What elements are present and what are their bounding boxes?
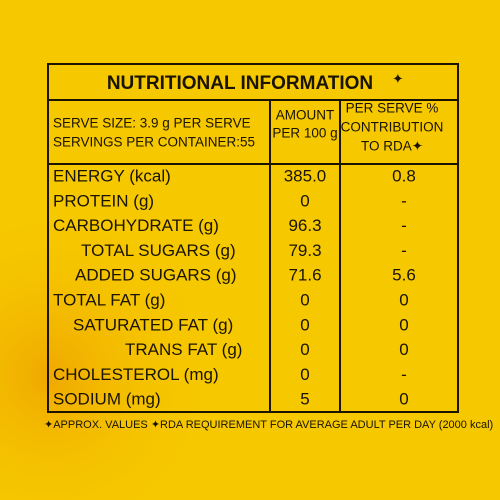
nutrient-name: SATURATED FAT (g) bbox=[73, 315, 233, 334]
nutrient-name: SODIUM (mg) bbox=[53, 390, 161, 409]
rda-percent: - bbox=[401, 365, 407, 384]
nutrient-name: ADDED SUGARS (g) bbox=[75, 266, 237, 285]
nutrient-name: ENERGY (kcal) bbox=[53, 166, 171, 185]
amount-header: PER 100 g bbox=[272, 126, 337, 141]
serve-size: SERVE SIZE: 3.9 g PER SERVE bbox=[53, 116, 251, 131]
title: NUTRITIONAL INFORMATION bbox=[107, 73, 373, 94]
title-mark: ✦ bbox=[392, 71, 404, 87]
nutrient-name: CHOLESTEROL (mg) bbox=[53, 365, 219, 384]
rda-percent: - bbox=[401, 216, 407, 235]
rda-percent: 0 bbox=[399, 340, 408, 359]
amount-per-100g: 0 bbox=[300, 290, 309, 309]
amount-per-100g: 385.0 bbox=[284, 166, 327, 185]
rda-percent: 0 bbox=[399, 290, 408, 309]
amount-per-100g: 79.3 bbox=[288, 241, 321, 260]
nutrient-name: PROTEIN (g) bbox=[53, 191, 154, 210]
amount-per-100g: 0 bbox=[300, 315, 309, 334]
rda-percent: 5.6 bbox=[392, 266, 416, 285]
amount-per-100g: 0 bbox=[300, 340, 309, 359]
rda-header: PER SERVE % bbox=[346, 101, 439, 116]
rda-percent: 0.8 bbox=[392, 166, 416, 185]
nutrient-name: CARBOHYDRATE (g) bbox=[53, 216, 219, 235]
nutrient-name: TRANS FAT (g) bbox=[125, 340, 242, 359]
nutrient-name: TOTAL FAT (g) bbox=[53, 290, 165, 309]
footnote: ✦APPROX. VALUES ✦RDA REQUIREMENT FOR AVE… bbox=[44, 419, 493, 431]
rda-percent: - bbox=[401, 191, 407, 210]
amount-per-100g: 0 bbox=[300, 365, 309, 384]
amount-per-100g: 5 bbox=[300, 390, 309, 409]
amount-per-100g: 71.6 bbox=[288, 266, 321, 285]
nutrient-name: TOTAL SUGARS (g) bbox=[81, 241, 236, 260]
amount-per-100g: 96.3 bbox=[288, 216, 321, 235]
rda-header: TO RDA✦ bbox=[361, 139, 424, 154]
rda-percent: 0 bbox=[399, 390, 408, 409]
amount-header: AMOUNT bbox=[276, 108, 335, 123]
rda-header: CONTRIBUTION bbox=[341, 120, 444, 135]
servings: SERVINGS PER CONTAINER:55 bbox=[53, 135, 255, 150]
rda-percent: - bbox=[401, 241, 407, 260]
table-border bbox=[47, 63, 459, 413]
rda-percent: 0 bbox=[399, 315, 408, 334]
amount-per-100g: 0 bbox=[300, 191, 309, 210]
